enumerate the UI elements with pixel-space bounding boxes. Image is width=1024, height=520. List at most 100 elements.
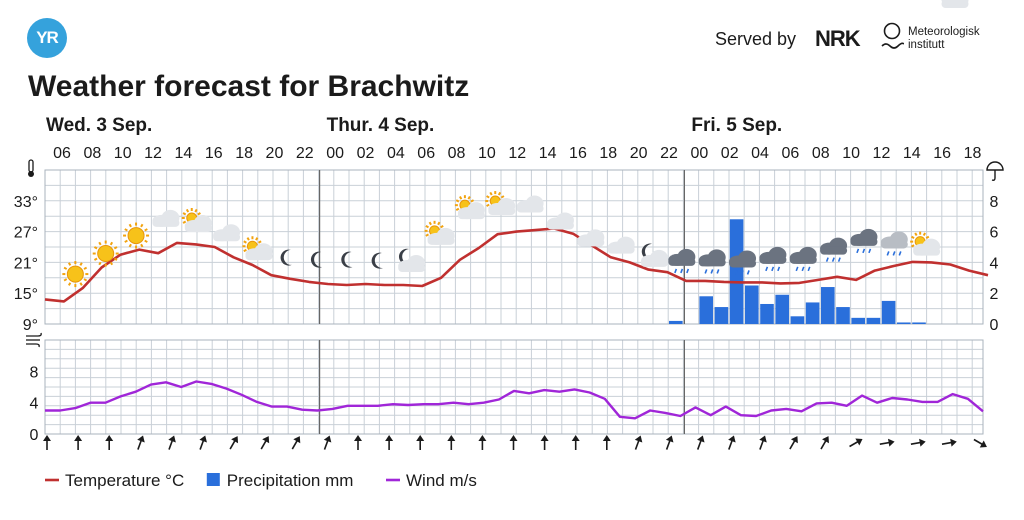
- wind-direction-arrow: [540, 435, 549, 450]
- partly-cloudy-day-icon: [181, 208, 212, 232]
- hour-label: 06: [417, 145, 435, 162]
- precipitation-bar: [760, 303, 774, 324]
- moon-icon: [371, 252, 383, 269]
- hour-label: 02: [357, 145, 375, 162]
- wind-direction-arrow: [910, 438, 926, 447]
- partly-cloudy-day-icon: [485, 191, 516, 216]
- hour-label: 12: [508, 145, 526, 162]
- served-by-label: Served by: [715, 29, 797, 49]
- temperature-tick-label: 9°: [23, 317, 38, 334]
- page-title: Weather forecast for Brachwitz: [28, 70, 470, 103]
- sun-icon: [123, 222, 150, 249]
- nrk-logo[interactable]: NRK: [815, 26, 861, 51]
- met-institute-logo[interactable]: Meteorologisk institutt: [908, 26, 980, 52]
- cloud-icon: [213, 224, 241, 242]
- precip-tick-label: 0: [990, 317, 999, 334]
- hour-label: 16: [205, 145, 223, 162]
- legend-label: Wind m/s: [406, 471, 477, 490]
- cloud-icon: [516, 195, 544, 213]
- hour-label: 08: [448, 145, 466, 162]
- hour-label: 04: [751, 145, 769, 162]
- hour-label: 04: [387, 145, 405, 162]
- partly-cloudy-night-icon: [398, 248, 426, 273]
- wind-icon: [26, 332, 42, 348]
- cloud-icon: [941, 0, 969, 8]
- moon-icon: [341, 251, 353, 268]
- day-label: Thur. 4 Sep.: [327, 115, 435, 136]
- hour-label: 08: [83, 145, 101, 162]
- temperature-tick-label: 15°: [14, 286, 38, 303]
- wind-tick-label: 4: [30, 396, 39, 413]
- partly-cloudy-day-icon: [242, 236, 273, 261]
- temperature-tick-label: 27°: [14, 225, 38, 242]
- precipitation-bar: [821, 287, 835, 324]
- wind-direction-arrow: [354, 435, 362, 450]
- wind-direction-arrow: [789, 436, 798, 450]
- moon-icon: [280, 249, 292, 266]
- met-institute-icon[interactable]: [880, 22, 904, 56]
- wind-direction-arrow: [323, 435, 332, 450]
- wind-direction-arrow: [478, 435, 487, 450]
- hour-label: 20: [630, 145, 648, 162]
- legend-item: Temperature °C: [45, 471, 184, 490]
- cloud-icon: [152, 209, 180, 227]
- hour-label: 20: [266, 145, 284, 162]
- wind-direction-arrow: [820, 436, 829, 450]
- wind-direction-arrow: [105, 435, 114, 450]
- precip-tick-label: 6: [990, 225, 999, 242]
- wind-direction-arrow: [634, 435, 643, 450]
- precipitation-bar: [866, 317, 881, 324]
- wind-tick-label: 8: [30, 364, 39, 381]
- rain-icon: [729, 250, 757, 275]
- wind-direction-arrow: [74, 435, 83, 450]
- wind-direction-arrow: [199, 435, 207, 450]
- hour-label: 06: [782, 145, 800, 162]
- precipitation-bar: [745, 285, 759, 324]
- wind-line: [45, 380, 984, 420]
- rain-icon: [759, 246, 787, 272]
- hour-label: 10: [842, 145, 860, 162]
- partly-cloudy-night-icon: [641, 243, 668, 267]
- hour-label: 08: [812, 145, 830, 162]
- hour-label: 18: [599, 145, 617, 162]
- wind-direction-arrow: [849, 438, 863, 448]
- sun-icon: [62, 261, 89, 288]
- wind-direction-arrow: [168, 435, 176, 450]
- wind-direction-arrow: [941, 438, 957, 447]
- cloud-rain-icon: [880, 231, 908, 256]
- precipitation-bar: [790, 316, 805, 324]
- cloud-icon: [607, 236, 635, 254]
- rain-icon: [698, 249, 726, 274]
- partly-cloudy-day-icon: [454, 195, 485, 220]
- temperature-tick-label: 21°: [14, 255, 38, 272]
- rain-icon: [820, 237, 848, 262]
- temperature-tick-label: 33°: [14, 194, 38, 211]
- wind-direction-arrow: [229, 436, 239, 450]
- wind-direction-arrow: [260, 436, 270, 450]
- wind-direction-arrow: [137, 435, 145, 450]
- precipitation-bar: [699, 296, 713, 324]
- precipitation-bar: [836, 307, 850, 324]
- partly-cloudy-day-icon: [424, 220, 455, 245]
- precipitation-bar: [897, 322, 911, 324]
- hour-label: 10: [114, 145, 132, 162]
- wind-direction-arrow: [728, 435, 736, 450]
- temperature-line: [44, 227, 989, 303]
- hour-label: 16: [933, 145, 951, 162]
- hour-label: 00: [326, 145, 344, 162]
- precipitation-bar: [714, 307, 729, 324]
- legend-swatch: [206, 473, 220, 486]
- legend-label: Precipitation mm: [227, 471, 354, 490]
- cloud-icon: [577, 229, 605, 247]
- yr-logo[interactable]: YR: [27, 18, 67, 58]
- hour-label: 14: [175, 145, 193, 162]
- wind-direction-arrow: [291, 436, 301, 450]
- wind-direction-arrow: [602, 435, 611, 450]
- grid-border: [44, 339, 984, 435]
- met-logo-line2: institutt: [908, 39, 945, 51]
- wind-direction-arrow: [696, 435, 705, 450]
- precipitation-bar: [805, 302, 820, 324]
- hour-label: 18: [235, 145, 253, 162]
- partly-cloudy-day-icon: [910, 231, 941, 256]
- grid-border: [44, 169, 984, 325]
